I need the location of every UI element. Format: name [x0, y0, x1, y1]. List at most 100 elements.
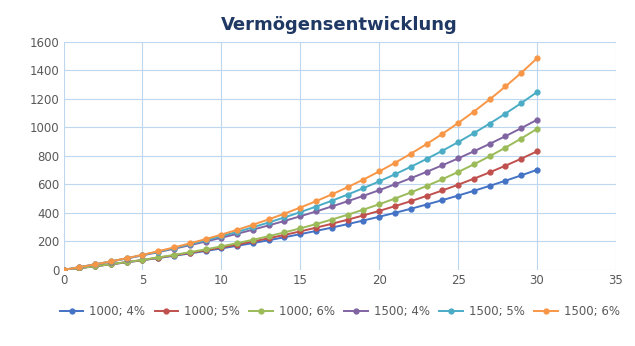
1000; 6%: [170, 253, 178, 257]
1500; 6%: [423, 142, 431, 146]
1500; 6%: [202, 237, 210, 241]
1000; 6%: [218, 244, 225, 248]
1500; 5%: [186, 242, 194, 246]
1500; 5%: [233, 230, 241, 234]
1000; 5%: [486, 170, 493, 174]
1000; 4%: [439, 198, 446, 202]
1000; 5%: [249, 239, 257, 244]
1500; 4%: [407, 176, 415, 180]
1000; 4%: [265, 238, 272, 242]
1500; 5%: [344, 192, 351, 197]
1500; 4%: [138, 253, 146, 257]
1000; 5%: [454, 183, 462, 187]
1000; 6%: [233, 241, 241, 245]
1000; 5%: [107, 262, 115, 266]
1000; 6%: [344, 213, 351, 217]
1000; 6%: [297, 226, 304, 230]
Line: 1000; 6%: 1000; 6%: [61, 126, 540, 272]
1000; 4%: [375, 215, 383, 219]
1500; 5%: [202, 238, 210, 243]
1000; 5%: [533, 149, 541, 153]
1000; 5%: [470, 176, 478, 181]
1500; 5%: [391, 172, 399, 176]
1000; 6%: [375, 202, 383, 206]
1500; 4%: [170, 247, 178, 251]
1000; 4%: [218, 246, 225, 251]
1500; 5%: [328, 199, 336, 203]
1000; 6%: [91, 264, 99, 268]
1500; 4%: [107, 260, 115, 264]
1500; 6%: [60, 268, 67, 272]
1500; 5%: [533, 90, 541, 94]
1000; 5%: [60, 268, 67, 272]
1000; 4%: [170, 254, 178, 258]
1500; 5%: [154, 249, 162, 254]
1000; 6%: [265, 234, 272, 238]
1000; 5%: [281, 233, 288, 237]
1500; 6%: [265, 217, 272, 221]
1000; 4%: [328, 226, 336, 230]
1000; 6%: [439, 177, 446, 181]
1000; 5%: [218, 245, 225, 249]
1000; 6%: [454, 170, 462, 174]
1500; 5%: [359, 186, 367, 190]
1500; 5%: [486, 121, 493, 126]
1500; 6%: [281, 211, 288, 216]
1500; 4%: [470, 149, 478, 153]
1000; 6%: [186, 250, 194, 254]
1000; 6%: [486, 154, 493, 158]
1000; 6%: [138, 258, 146, 262]
1500; 4%: [218, 236, 225, 240]
1500; 6%: [91, 262, 99, 266]
1000; 6%: [202, 247, 210, 252]
1000; 5%: [76, 266, 83, 270]
1500; 4%: [502, 134, 509, 138]
1500; 4%: [439, 163, 446, 167]
1000; 6%: [423, 184, 431, 188]
1000; 4%: [502, 179, 509, 183]
1000; 5%: [91, 264, 99, 268]
1500; 6%: [76, 265, 83, 269]
1500; 6%: [107, 259, 115, 263]
1000; 4%: [249, 241, 257, 245]
1000; 5%: [423, 194, 431, 198]
1500; 4%: [359, 194, 367, 198]
1000; 6%: [533, 127, 541, 131]
1000; 5%: [138, 258, 146, 262]
1500; 4%: [154, 250, 162, 254]
1000; 5%: [170, 253, 178, 257]
1500; 6%: [533, 56, 541, 61]
1000; 5%: [502, 164, 509, 168]
1000; 4%: [470, 189, 478, 193]
1000; 6%: [407, 190, 415, 194]
Line: 1500; 4%: 1500; 4%: [61, 117, 540, 272]
1500; 5%: [218, 234, 225, 238]
1000; 4%: [533, 168, 541, 172]
1000; 4%: [454, 193, 462, 198]
1500; 6%: [218, 233, 225, 237]
1000; 6%: [518, 136, 525, 140]
1500; 4%: [328, 204, 336, 209]
1000; 5%: [123, 260, 130, 264]
1000; 6%: [502, 146, 509, 150]
1500; 5%: [60, 268, 67, 272]
1000; 6%: [76, 266, 83, 270]
1500; 5%: [249, 225, 257, 229]
1000; 5%: [328, 222, 336, 226]
1000; 5%: [297, 229, 304, 234]
Line: 1500; 5%: 1500; 5%: [61, 90, 540, 272]
1000; 6%: [107, 262, 115, 266]
1000; 4%: [297, 232, 304, 236]
1000; 5%: [359, 213, 367, 218]
1000; 4%: [107, 262, 115, 266]
1500; 5%: [91, 262, 99, 266]
1500; 4%: [123, 256, 130, 261]
1000; 6%: [312, 222, 320, 226]
1500; 5%: [170, 246, 178, 250]
1500; 5%: [281, 215, 288, 219]
1000; 6%: [470, 162, 478, 166]
1500; 6%: [233, 228, 241, 232]
1000; 6%: [328, 218, 336, 222]
1500; 4%: [249, 228, 257, 232]
1000; 4%: [359, 218, 367, 222]
